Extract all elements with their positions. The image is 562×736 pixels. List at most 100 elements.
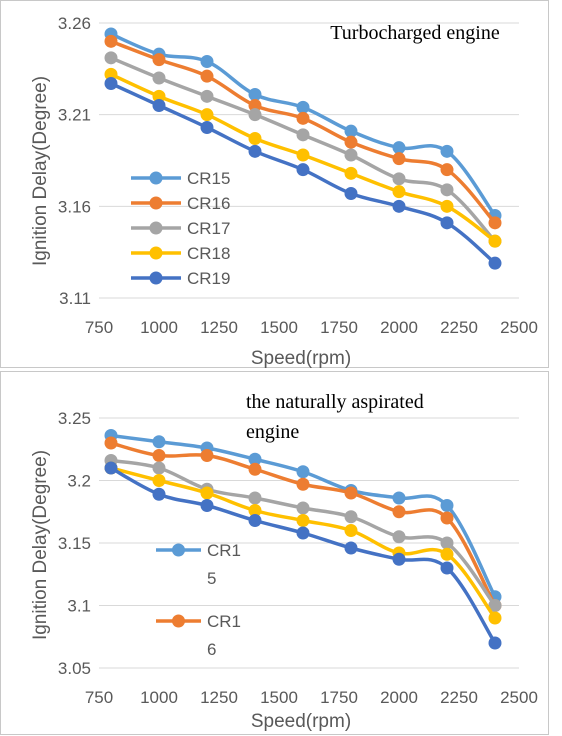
data-point [248,144,262,158]
data-point [200,55,214,68]
data-point [392,152,406,166]
y-tick-label: 3.26 [58,14,91,33]
legend-item: CR19 [131,269,230,288]
x-tick-label: 750 [85,318,113,337]
data-point [200,449,214,462]
data-point [248,452,262,466]
naturally-aspirated-chart-panel: CR1 5 CR1 6 750 1000 1250 1500 1750 2000 2250 2500… [0,371,549,735]
legend-item: CR15 [156,541,241,588]
series-cr19 [104,77,502,270]
data-point [152,89,166,103]
x-tick-label: 2500 [500,688,538,707]
data-point [248,514,262,527]
data-point [200,69,214,83]
data-point [200,89,214,103]
chart-title-line-1: the naturally aspirated [246,391,424,413]
data-point [488,216,502,230]
data-point [248,99,262,112]
data-point [440,536,454,550]
legend-label: CR1 [207,541,241,560]
y-tick-label: 3.15 [58,534,91,553]
data-point [488,256,502,270]
data-point [200,499,214,512]
data-point [152,487,166,501]
x-tick-label: 1500 [260,318,298,337]
legend-marker [149,196,163,210]
x-tick-label: 1750 [320,688,358,707]
data-point [392,185,406,199]
data-point [344,135,358,149]
legend-label: CR18 [187,244,230,263]
data-point [440,163,454,177]
legend-marker [149,171,163,185]
data-point [392,199,406,213]
series-unlabeled-4 [104,461,502,650]
data-point [440,511,454,525]
turbocharged-chart: CR15 CR16 CR17 CR18 CR19 750 1000 1250 1500 1750… [30,14,538,369]
data-point [248,108,262,122]
data-point [488,611,502,625]
data-point [392,141,406,155]
legend-label: CR17 [187,219,230,238]
legend-label: 6 [207,640,216,659]
x-tick-label: 2250 [440,688,478,707]
data-point [248,88,262,101]
legend-item: CR15 [131,169,230,188]
y-axis-ticks: 3.05 3.1 3.15 3.2 3.25 [58,409,91,678]
data-point [296,477,310,491]
x-tick-label: 2500 [500,318,538,337]
data-point [344,541,358,555]
data-point [440,547,454,561]
data-point [392,530,406,544]
chart-title-line-2: engine [246,421,299,443]
x-axis-ticks: 750 1000 1250 1500 1750 2000 2250 2500 [85,688,538,707]
legend-label: 5 [207,569,216,588]
data-point [296,100,310,114]
y-tick-label: 3.21 [58,106,91,125]
y-axis-label: Ignition Delay(Degree) [30,76,51,266]
data-point [392,505,406,519]
y-axis-label: Ignition Delay(Degree) [30,450,51,640]
data-point [200,121,214,134]
series-cr18 [104,67,502,248]
data-point [296,465,310,479]
x-axis-ticks: 750 1000 1250 1500 1750 2000 2250 2500 [85,318,538,337]
data-point [152,474,166,487]
x-axis-label: Speed(rpm) [251,348,351,369]
data-point [152,99,166,112]
data-point [104,461,118,475]
data-point [440,199,454,213]
series-group [104,27,502,270]
data-point [488,599,502,612]
data-point [488,234,502,248]
data-point [440,216,454,230]
series-cr16 [104,34,502,230]
series-line [109,466,497,645]
series-cr15 [104,27,502,222]
data-point [248,132,262,145]
x-axis-label: Speed(rpm) [251,711,351,732]
data-point [296,163,310,177]
data-point [344,187,358,200]
y-tick-label: 3.11 [59,289,91,308]
data-point [296,111,310,125]
data-point [248,491,262,505]
data-point [152,461,166,475]
data-point [104,51,118,65]
x-tick-label: 750 [85,688,113,707]
legend-item: CR18 [131,244,230,263]
y-tick-label: 3.16 [58,197,91,216]
data-point [248,504,262,517]
legend-label: CR1 [207,612,241,631]
data-point [344,166,358,180]
data-point [344,524,358,537]
legend-marker [172,614,185,628]
data-point [344,486,358,500]
legend-item: CR16 [131,194,230,213]
y-tick-label: 3.1 [67,597,91,616]
legend-label: CR19 [187,269,230,288]
data-point [200,108,214,122]
legend-marker [149,271,163,285]
